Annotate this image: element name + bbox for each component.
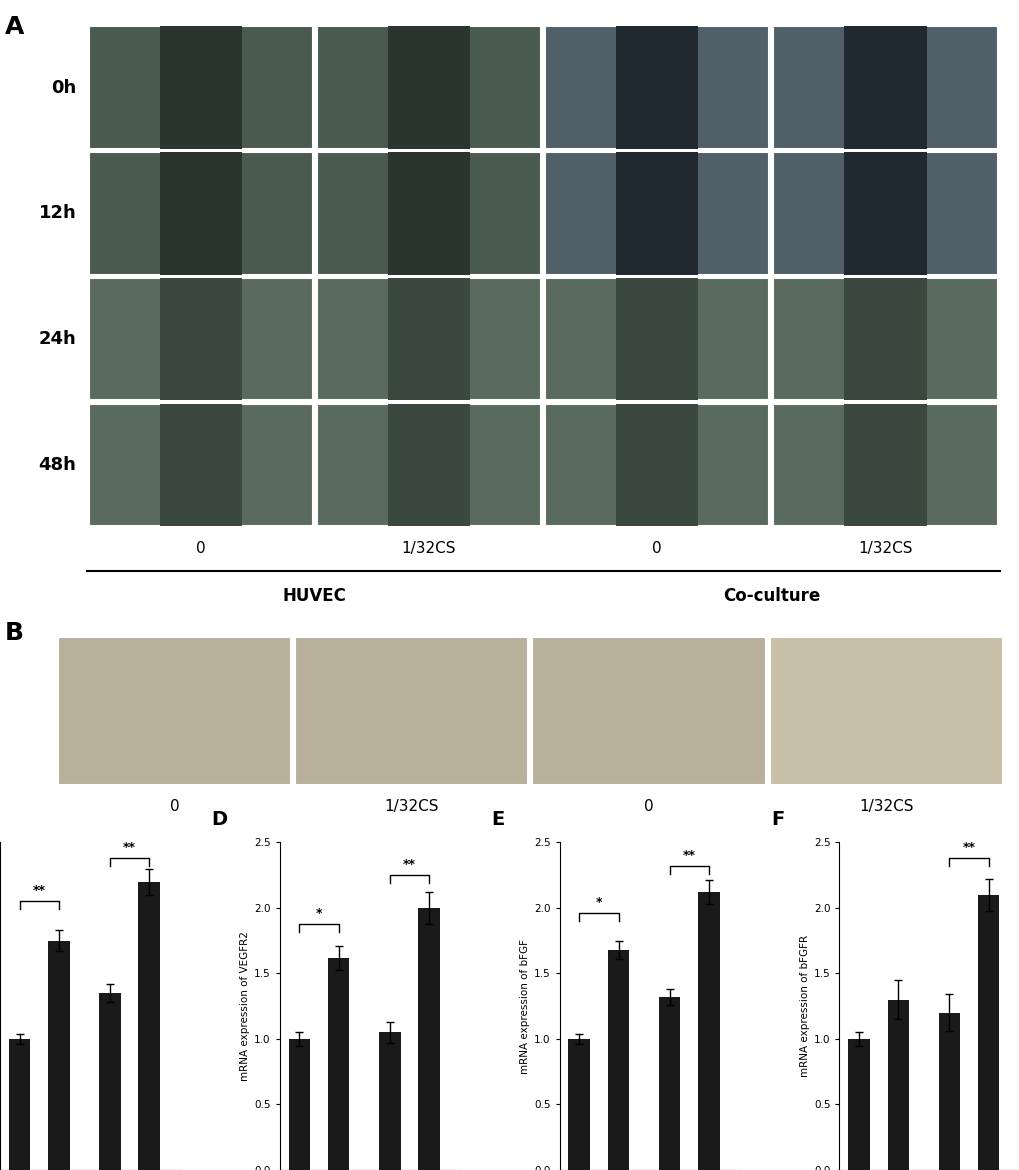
Bar bbox=[378, 1032, 400, 1170]
Text: HUVEC: HUVEC bbox=[282, 586, 346, 605]
Bar bbox=[607, 950, 629, 1170]
FancyBboxPatch shape bbox=[615, 278, 698, 400]
Text: 1/32CS: 1/32CS bbox=[401, 541, 455, 556]
FancyBboxPatch shape bbox=[769, 636, 1002, 785]
Text: D: D bbox=[211, 811, 227, 830]
FancyBboxPatch shape bbox=[89, 404, 313, 526]
FancyBboxPatch shape bbox=[317, 152, 540, 275]
FancyBboxPatch shape bbox=[772, 27, 997, 149]
FancyBboxPatch shape bbox=[844, 152, 925, 275]
Bar bbox=[99, 993, 120, 1170]
Text: 0: 0 bbox=[170, 799, 179, 814]
Text: Co-culture: Co-culture bbox=[722, 586, 819, 605]
FancyBboxPatch shape bbox=[387, 404, 470, 526]
Text: **: ** bbox=[33, 885, 46, 897]
FancyBboxPatch shape bbox=[772, 404, 997, 526]
Text: 0: 0 bbox=[196, 541, 206, 556]
FancyBboxPatch shape bbox=[844, 278, 925, 400]
FancyBboxPatch shape bbox=[772, 152, 997, 275]
Text: 24h: 24h bbox=[39, 330, 76, 349]
Bar bbox=[327, 958, 350, 1170]
FancyBboxPatch shape bbox=[317, 404, 540, 526]
Text: *: * bbox=[316, 907, 322, 920]
Bar bbox=[418, 908, 439, 1170]
Text: F: F bbox=[770, 811, 784, 830]
Text: 12h: 12h bbox=[39, 205, 76, 222]
Text: 0h: 0h bbox=[51, 78, 76, 97]
FancyBboxPatch shape bbox=[89, 278, 313, 400]
Bar bbox=[887, 999, 908, 1170]
Text: E: E bbox=[490, 811, 503, 830]
Text: A: A bbox=[5, 15, 24, 40]
FancyBboxPatch shape bbox=[387, 278, 470, 400]
Bar bbox=[139, 882, 160, 1170]
FancyBboxPatch shape bbox=[844, 404, 925, 526]
Text: B: B bbox=[5, 621, 24, 645]
Bar bbox=[937, 1013, 959, 1170]
FancyBboxPatch shape bbox=[545, 278, 768, 400]
Text: 1/32CS: 1/32CS bbox=[858, 799, 912, 814]
Text: **: ** bbox=[123, 841, 136, 854]
Bar bbox=[848, 1039, 869, 1170]
Text: 1/32CS: 1/32CS bbox=[857, 541, 912, 556]
FancyBboxPatch shape bbox=[317, 27, 540, 149]
FancyBboxPatch shape bbox=[387, 152, 470, 275]
FancyBboxPatch shape bbox=[160, 404, 242, 526]
FancyBboxPatch shape bbox=[160, 278, 242, 400]
Text: *: * bbox=[595, 896, 601, 909]
Text: **: ** bbox=[403, 859, 416, 872]
FancyBboxPatch shape bbox=[844, 27, 925, 149]
FancyBboxPatch shape bbox=[296, 636, 528, 785]
FancyBboxPatch shape bbox=[387, 27, 470, 149]
FancyBboxPatch shape bbox=[545, 152, 768, 275]
Text: **: ** bbox=[962, 841, 974, 854]
Text: 0: 0 bbox=[644, 799, 653, 814]
FancyBboxPatch shape bbox=[317, 278, 540, 400]
Text: **: ** bbox=[682, 849, 695, 862]
Bar bbox=[9, 1039, 31, 1170]
FancyBboxPatch shape bbox=[58, 636, 291, 785]
FancyBboxPatch shape bbox=[545, 404, 768, 526]
FancyBboxPatch shape bbox=[532, 636, 764, 785]
FancyBboxPatch shape bbox=[772, 278, 997, 400]
FancyBboxPatch shape bbox=[89, 152, 313, 275]
FancyBboxPatch shape bbox=[615, 404, 698, 526]
Bar bbox=[697, 893, 718, 1170]
Y-axis label: mRNA expression of bFGF: mRNA expression of bFGF bbox=[520, 938, 529, 1074]
FancyBboxPatch shape bbox=[615, 152, 698, 275]
Y-axis label: mRNA expression of bFGFR: mRNA expression of bFGFR bbox=[799, 935, 809, 1078]
Bar bbox=[658, 997, 680, 1170]
Bar bbox=[977, 895, 999, 1170]
Text: 48h: 48h bbox=[39, 456, 76, 474]
Y-axis label: mRNA expression of VEGFR2: mRNA expression of VEGFR2 bbox=[239, 931, 250, 1081]
FancyBboxPatch shape bbox=[615, 27, 698, 149]
FancyBboxPatch shape bbox=[160, 152, 242, 275]
Bar bbox=[568, 1039, 589, 1170]
FancyBboxPatch shape bbox=[545, 27, 768, 149]
Text: 1/32CS: 1/32CS bbox=[384, 799, 438, 814]
Bar bbox=[48, 941, 69, 1170]
FancyBboxPatch shape bbox=[89, 27, 313, 149]
Text: 0: 0 bbox=[652, 541, 661, 556]
Bar bbox=[288, 1039, 310, 1170]
FancyBboxPatch shape bbox=[160, 27, 242, 149]
